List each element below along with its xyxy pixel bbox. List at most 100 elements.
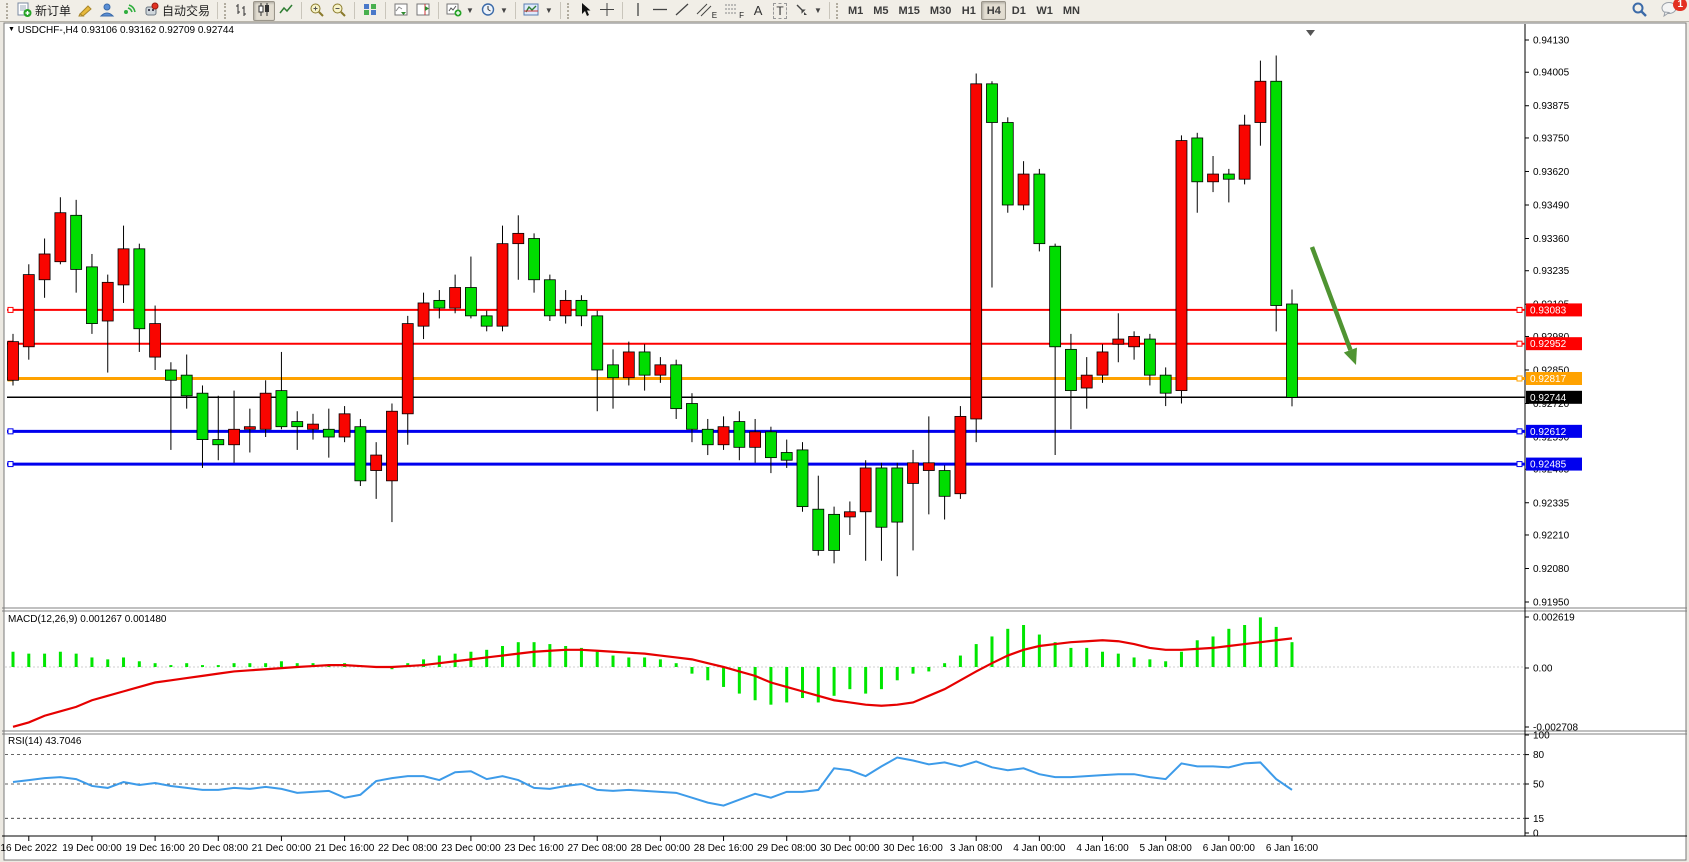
vertical-line-tool-button[interactable] [627,1,649,21]
candle [1017,173,1030,206]
candle [180,374,193,397]
chevron-down-icon: ▼ [466,6,474,15]
new-chart-button[interactable]: ▼ [443,1,477,21]
candle [1049,245,1062,348]
periods-button[interactable]: ▼ [477,1,511,21]
community-button[interactable] [96,1,118,21]
fibonacci-icon [723,2,739,20]
equidistant-channel-icon [696,2,712,20]
macd-histogram-bar [943,663,947,667]
candle [512,232,525,245]
time-axis-label: 3 Jan 08:00 [950,843,1003,854]
shapes-tool-button[interactable]: ▼ [791,1,825,21]
trendline-tool-button[interactable] [671,1,693,21]
candle [386,410,398,482]
text-tool-button[interactable]: A [747,1,769,21]
chart-shift-marker[interactable] [1306,30,1315,36]
label-tool-button[interactable]: T [769,1,791,21]
macd-histogram-bar [137,661,141,667]
tf-button-M30[interactable]: M30 [929,4,952,17]
line-handle[interactable] [7,306,14,313]
zoom-in-button[interactable] [306,1,328,21]
candle [1191,137,1204,183]
fibonacci-tool-button[interactable]: F [720,1,747,21]
macd-histogram-bar [690,667,694,674]
tf-button-M5[interactable]: M5 [873,4,889,17]
toolbar-separator [828,2,830,19]
signals-button[interactable] [118,1,140,21]
toolbar-separator [621,2,623,19]
chart-canvas[interactable]: 0.94130 0.94005 0.93875 0.93750 0.93620 0.934… [0,22,1689,862]
rsi-indicator-label: RSI(14) 43.7046 [8,736,82,747]
line-handle[interactable] [1516,375,1523,382]
line-handle[interactable] [1516,428,1523,435]
line-handle[interactable] [1516,340,1523,347]
new-order-button[interactable]: 新订单 [13,1,74,21]
price-tick-label: 0.92210 [1533,530,1570,541]
macd-histogram-bar [990,636,994,667]
chart-shift-icon [415,2,431,20]
time-axis-label: 21 Dec 00:00 [252,843,312,854]
line-handle[interactable] [7,461,14,468]
cursor-tool-button[interactable] [574,1,596,21]
tf-button-MN[interactable]: MN [1062,4,1080,17]
macd-histogram-bar [785,667,789,703]
macd-histogram-bar [579,647,583,667]
macd-histogram-bar [611,655,615,667]
macd-axis-label: 0.00 [1533,664,1553,675]
trend-arrow-annotation[interactable] [1309,246,1353,351]
time-axis-label: 30 Dec 16:00 [883,843,943,854]
text-tool-icon: A [753,3,763,18]
macd-histogram-bar [643,657,647,667]
macd-histogram-bar [1022,625,1026,667]
rsi-axis-label: 15 [1533,814,1545,825]
macd-histogram-bar [248,663,252,667]
candle [480,315,493,327]
candle [259,392,272,430]
time-axis-label: 29 Dec 08:00 [757,843,817,854]
line-handle[interactable] [1516,306,1523,313]
zoom-out-icon [331,2,347,20]
crayon-tool-button[interactable] [74,1,96,21]
candle [370,454,383,471]
tf-button-M15[interactable]: M15 [898,4,920,17]
candle [1159,374,1172,394]
chart-type-line-button[interactable] [275,1,297,21]
toolbar-separator [354,2,356,19]
horizontal-line-tool-button[interactable] [649,1,671,21]
channel-tool-button[interactable]: E [693,1,720,21]
tf-button-D1[interactable]: D1 [1011,4,1026,17]
candle [354,426,367,482]
candle [338,413,351,438]
macd-histogram-bar [1290,642,1294,667]
candle [1080,374,1093,389]
search-button[interactable] [1628,1,1651,21]
indicators-button[interactable]: ▼ [520,1,556,21]
tile-windows-button[interactable] [359,1,381,21]
chart-type-bar-button[interactable] [231,1,253,21]
tf-button-H4[interactable]: H4 [981,1,1007,20]
autotrading-button[interactable]: 自动交易 [140,1,213,21]
macd-histogram-bar [706,667,710,681]
chart-menu-arrow-icon[interactable]: ▼ [8,26,15,33]
tf-button-W1[interactable]: W1 [1036,4,1053,17]
tf-button-H1[interactable]: H1 [961,4,976,17]
macd-histogram-bar [106,659,110,667]
chart-type-candles-button[interactable] [253,0,276,21]
line-handle[interactable] [7,428,14,435]
line-handle[interactable] [1516,461,1523,468]
candle [54,212,67,263]
chart-symbol-period: USDCHF-,H4 [17,25,79,36]
chart-shift-button[interactable] [412,1,434,21]
candlestick-chart-icon [256,2,272,20]
zoom-out-button[interactable] [328,1,350,21]
candle [843,511,856,518]
crosshair-tool-button[interactable] [596,1,618,21]
tf-button-M1[interactable]: M1 [847,4,864,17]
macd-histogram-bar [801,667,804,699]
price-badge [1526,424,1582,438]
notifications-button[interactable]: 1 [1657,0,1687,21]
auto-scroll-button[interactable] [390,1,412,21]
macd-histogram-bar [232,663,236,667]
candle [970,83,983,420]
